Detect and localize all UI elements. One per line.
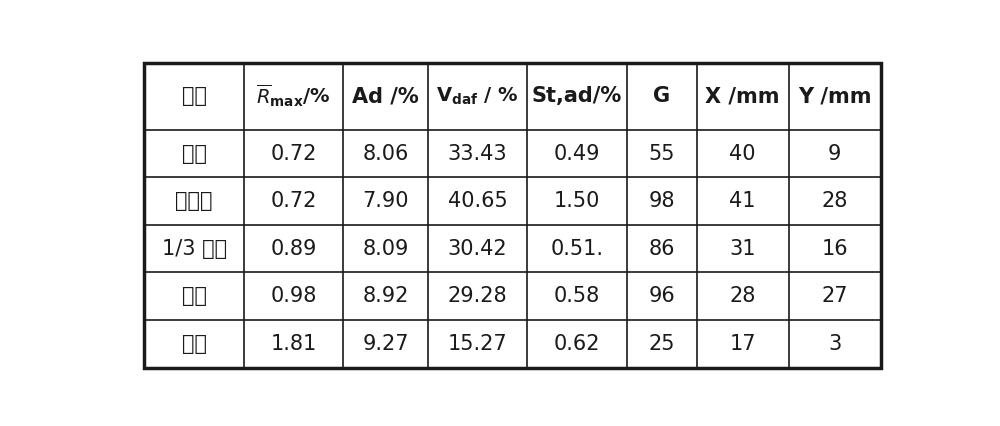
Text: 30.42: 30.42	[448, 239, 507, 259]
Text: 16: 16	[821, 239, 848, 259]
Text: $\mathbf{V_{daf}}$ / %: $\mathbf{V_{daf}}$ / %	[436, 86, 519, 107]
Text: 煤样: 煤样	[182, 86, 207, 106]
Text: 33.43: 33.43	[448, 144, 507, 164]
Text: 气肥煤: 气肥煤	[175, 191, 213, 211]
Text: 1.81: 1.81	[270, 334, 317, 354]
Text: 98: 98	[648, 191, 675, 211]
Text: 7.90: 7.90	[362, 191, 409, 211]
Text: 31: 31	[729, 239, 756, 259]
Text: 25: 25	[648, 334, 675, 354]
Text: 1/3 焦煤: 1/3 焦煤	[162, 239, 227, 259]
Text: 28: 28	[821, 191, 848, 211]
Text: 55: 55	[648, 144, 675, 164]
Text: 肥煤: 肥煤	[182, 286, 207, 306]
Text: 0.89: 0.89	[270, 239, 317, 259]
Text: 8.09: 8.09	[362, 239, 409, 259]
Text: St,ad/%: St,ad/%	[532, 86, 622, 106]
Text: 3: 3	[828, 334, 841, 354]
Text: 29.28: 29.28	[448, 286, 507, 306]
Text: 0.58: 0.58	[554, 286, 600, 306]
Text: 41: 41	[729, 191, 756, 211]
Text: 27: 27	[821, 286, 848, 306]
Text: 40.65: 40.65	[448, 191, 507, 211]
Text: 8.06: 8.06	[362, 144, 409, 164]
Text: 0.98: 0.98	[270, 286, 317, 306]
Text: Ad /%: Ad /%	[352, 86, 419, 106]
Text: 0.72: 0.72	[270, 191, 317, 211]
Text: 9.27: 9.27	[362, 334, 409, 354]
Text: 17: 17	[729, 334, 756, 354]
Text: 15.27: 15.27	[448, 334, 507, 354]
Text: 0.49: 0.49	[554, 144, 600, 164]
Text: 96: 96	[648, 286, 675, 306]
Text: G: G	[653, 86, 670, 106]
Text: X /mm: X /mm	[705, 86, 780, 106]
Text: Y /mm: Y /mm	[798, 86, 871, 106]
Text: 86: 86	[648, 239, 675, 259]
Text: 0.51.: 0.51.	[550, 239, 603, 259]
Text: 1.50: 1.50	[554, 191, 600, 211]
Text: 28: 28	[729, 286, 756, 306]
Text: 气煤: 气煤	[182, 144, 207, 164]
Text: 0.62: 0.62	[554, 334, 600, 354]
Text: 瘦煤: 瘦煤	[182, 334, 207, 354]
Text: 0.72: 0.72	[270, 144, 317, 164]
Text: $\overline{R}_{\mathbf{max}}$/%: $\overline{R}_{\mathbf{max}}$/%	[256, 83, 331, 109]
Text: 40: 40	[729, 144, 756, 164]
Text: 9: 9	[828, 144, 841, 164]
Text: 8.92: 8.92	[362, 286, 409, 306]
